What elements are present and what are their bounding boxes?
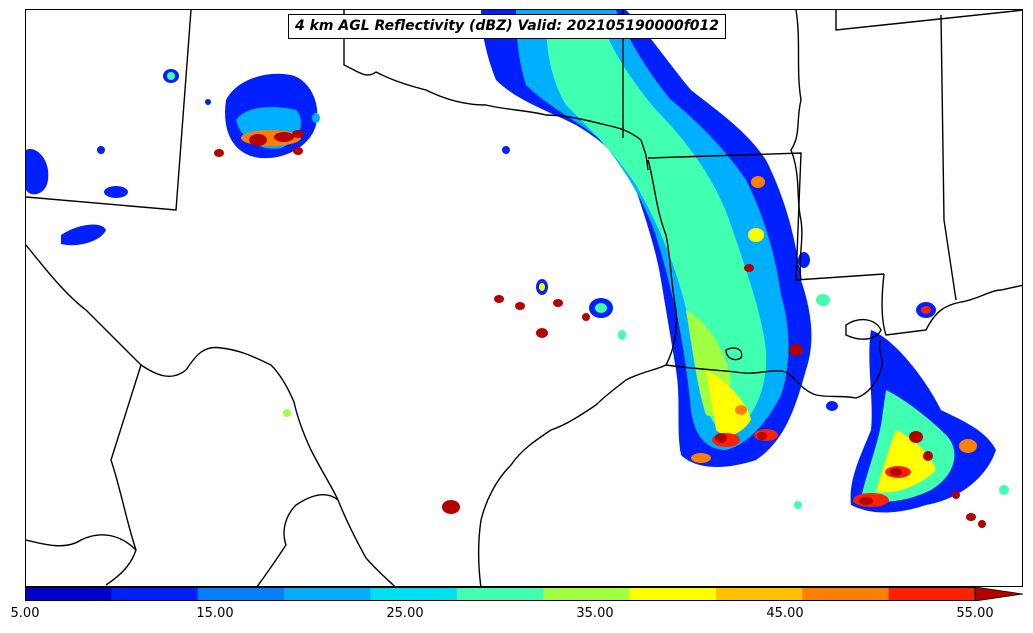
echo-main-band-inner: [546, 20, 767, 431]
state-border-nm-west: [26, 10, 192, 211]
mexico-state-border-2: [256, 493, 339, 586]
colorbar-tick-label: 45.00: [766, 606, 804, 621]
mississippi-river: [790, 10, 803, 281]
colorbar-segment: [197, 587, 285, 601]
colorbar-segment: [802, 587, 890, 601]
colorbar-tick-label: 5.00: [10, 606, 40, 621]
texas-coast: [478, 364, 667, 586]
red-river-border: [640, 139, 649, 171]
mississippi-border: [881, 273, 962, 336]
echo-layer: [26, 10, 1009, 528]
colorbar-segment: [370, 587, 458, 601]
rio-grande: [26, 244, 396, 586]
colorbar-extend-arrow: [974, 587, 1024, 601]
arkansas-border: [647, 152, 885, 281]
lake-pontchartrain: [845, 318, 882, 340]
ms-al-border: [940, 14, 957, 301]
louisiana-coast: [665, 339, 884, 399]
colorbar-tick-label: 55.00: [956, 606, 994, 621]
colorbar-segment: [25, 587, 112, 601]
reflectivity-map: [26, 10, 1022, 586]
map-panel: [25, 9, 1023, 587]
colorbar-segment: [111, 587, 199, 601]
map-title: 4 km AGL Reflectivity (dBZ) Valid: 20210…: [288, 14, 727, 39]
sabine-lake: [725, 347, 743, 361]
colorbar-segment: [629, 587, 717, 601]
colorbar-outline: [25, 587, 976, 601]
colorbar-segments: [25, 587, 976, 601]
alabama-border-north: [835, 10, 1022, 31]
boundary-layer: [26, 10, 1022, 586]
colorbar-tick-label: 15.00: [196, 606, 234, 621]
colorbar-segment: [715, 587, 803, 601]
alabama-coast: [960, 284, 1022, 303]
texas-panhandle-border: [343, 10, 642, 141]
colorbar-segment: [888, 587, 976, 601]
echo-scattered-cell: [494, 295, 504, 303]
echo-south-texas-cell: [442, 500, 460, 514]
mexico-state-border: [105, 364, 142, 586]
colorbar-tick-label: 25.00: [386, 606, 424, 621]
texas-louisiana-border: [647, 159, 678, 366]
mexico-west-border: [26, 534, 137, 551]
colorbar: [25, 587, 1024, 601]
colorbar-segment: [543, 587, 631, 601]
colorbar-segment: [284, 587, 371, 601]
colorbar-tick-label: 35.00: [576, 606, 614, 621]
colorbar-segment: [456, 587, 544, 601]
